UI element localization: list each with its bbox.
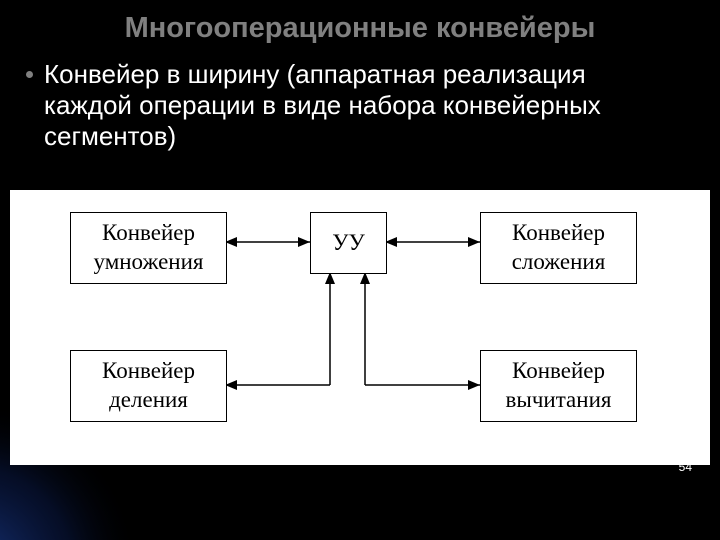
node-multiply-label: Конвейер умножения [94,219,204,277]
page-number: 54 [679,460,692,474]
diagram-area: УУ Конвейер умножения Конвейер сложения … [10,190,710,465]
bullet-dot-icon [26,71,33,78]
node-subtract-label: Конвейер вычитания [506,357,612,415]
node-uu-label: УУ [332,229,365,258]
bullet-text: Конвейер в ширину (аппаратная реализация… [44,59,601,151]
node-divide-label: Конвейер деления [102,357,195,415]
node-add-label: Конвейер сложения [512,219,606,277]
node-multiply: Конвейер умножения [70,212,227,284]
node-divide: Конвейер деления [70,350,227,422]
bullet-item: Конвейер в ширину (аппаратная реализация… [44,59,680,152]
node-subtract: Конвейер вычитания [480,350,637,422]
node-add: Конвейер сложения [480,212,637,284]
node-uu: УУ [310,212,387,274]
slide-title: Многооперационные конвейеры [0,0,720,45]
